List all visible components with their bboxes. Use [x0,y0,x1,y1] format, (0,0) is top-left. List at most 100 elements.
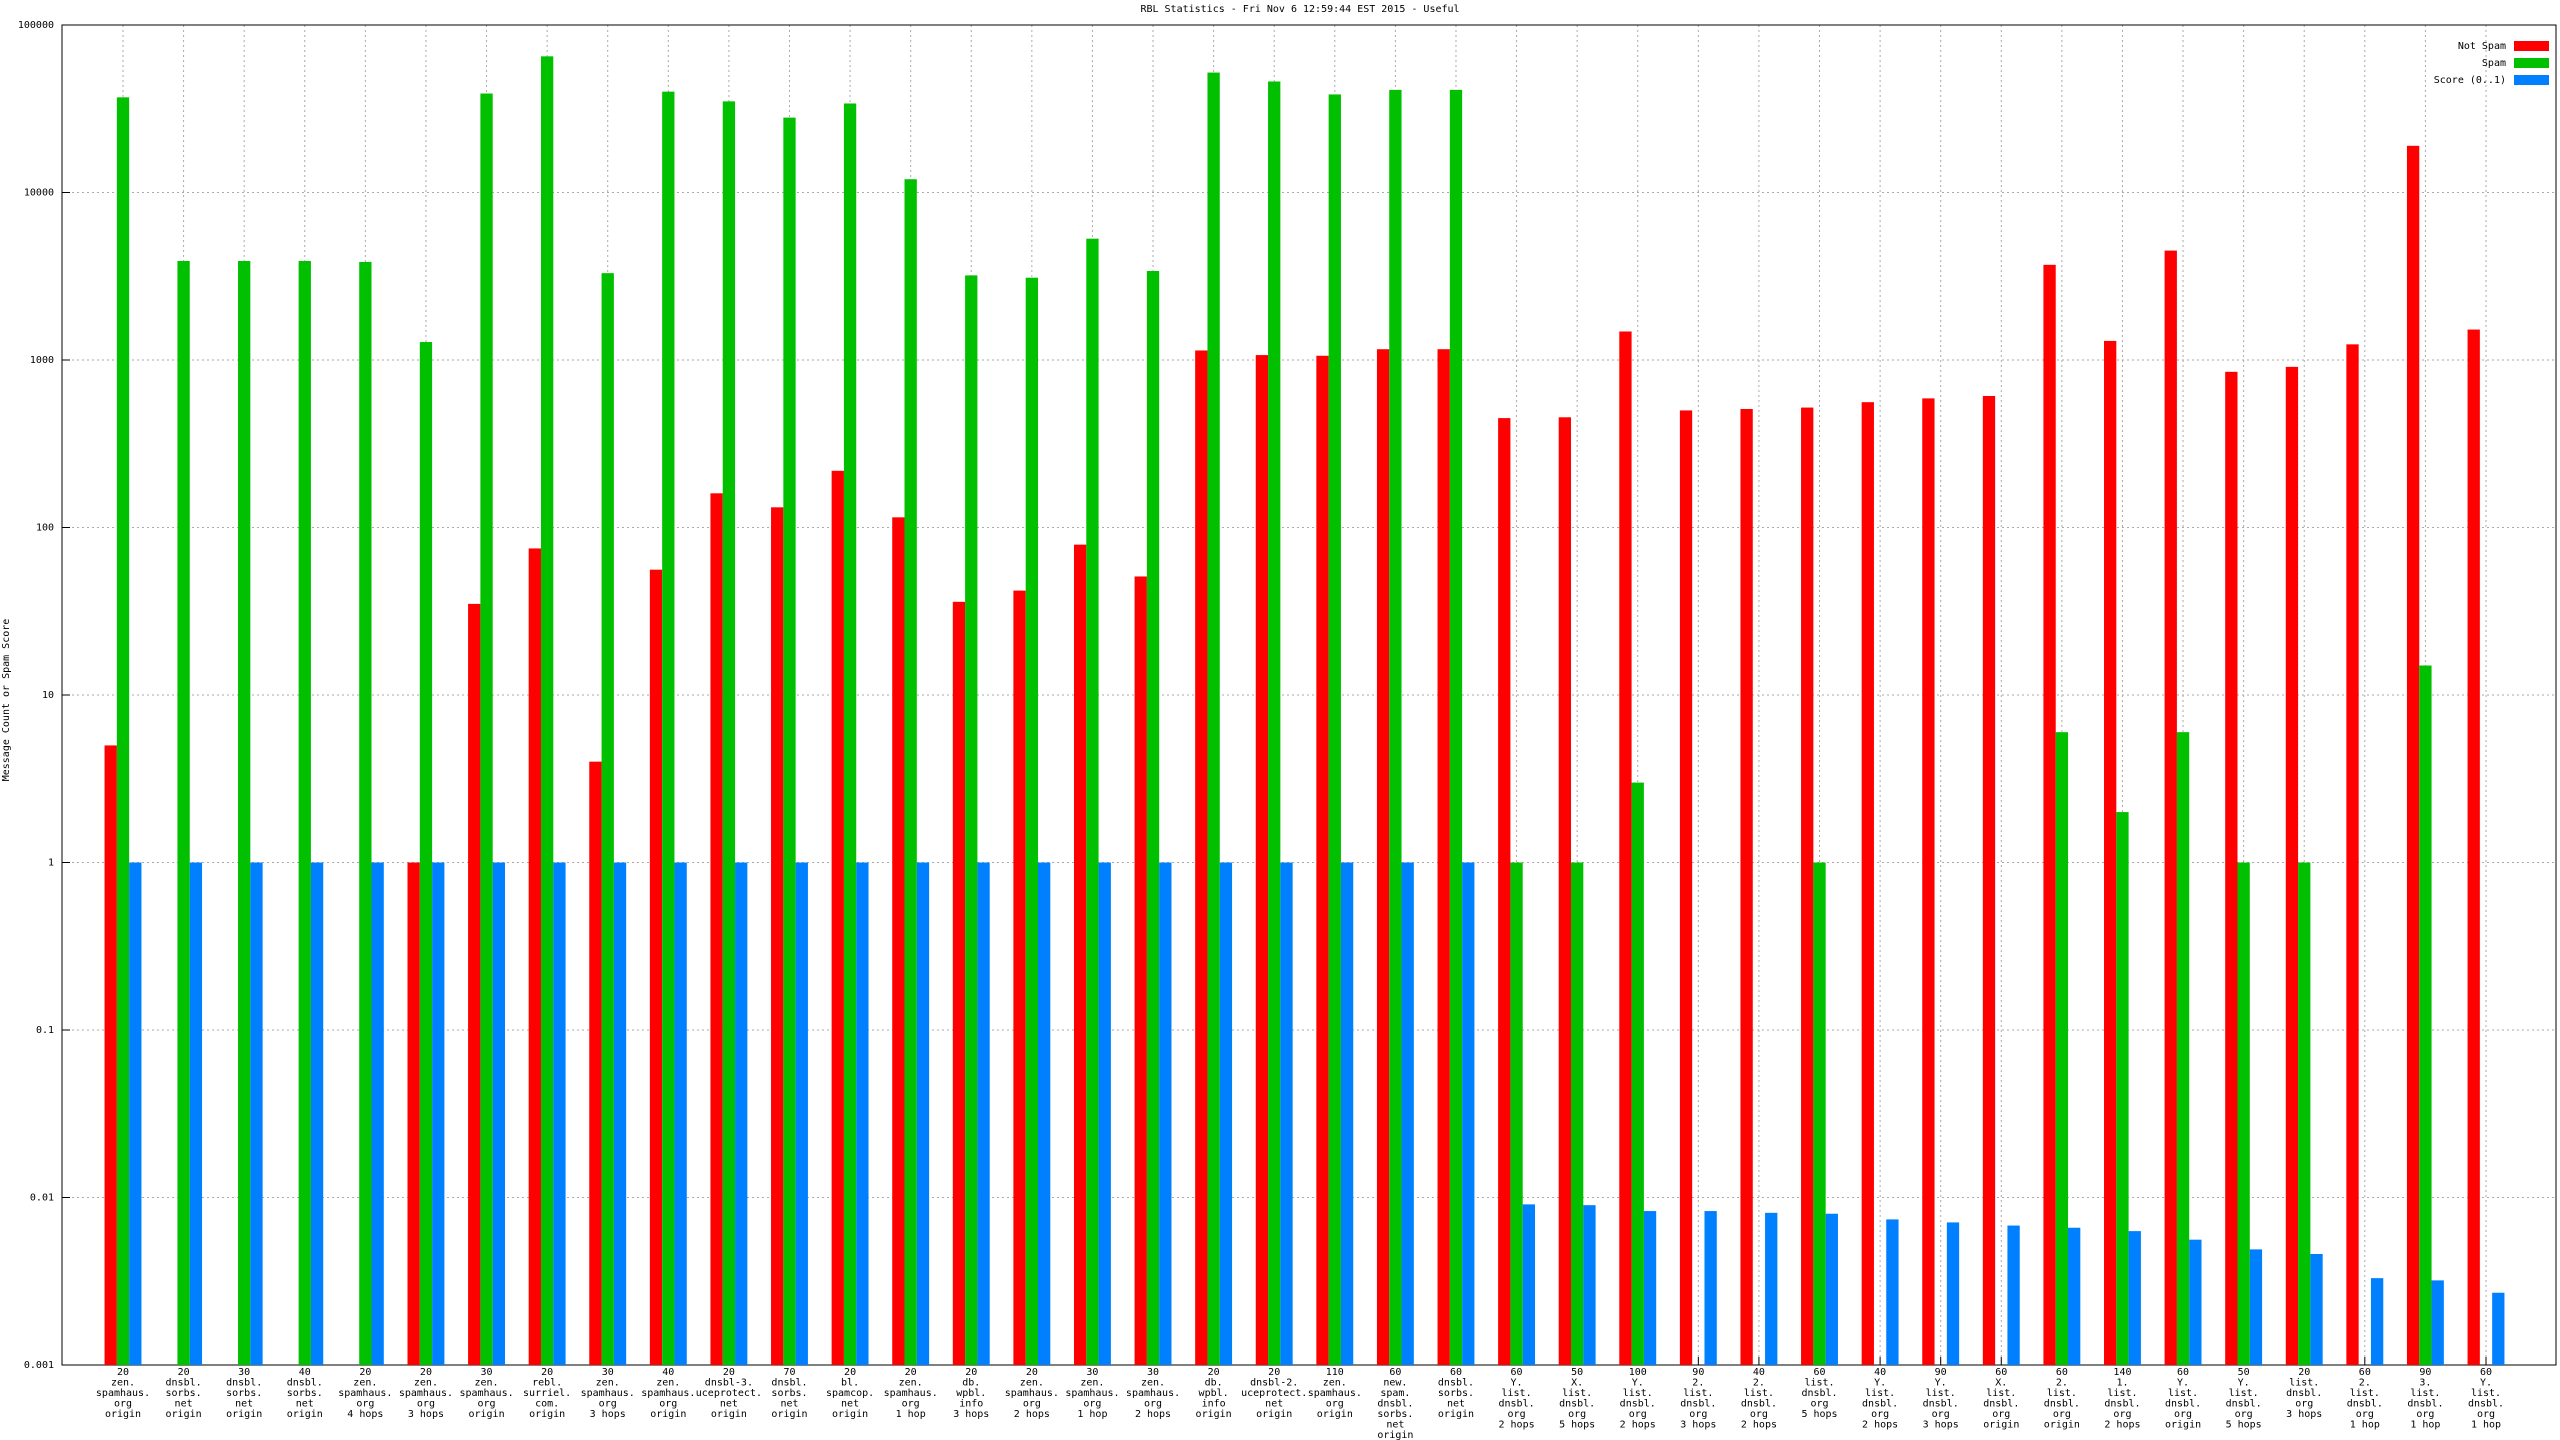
y-tick-label: 0.001 [24,1360,54,1371]
legend-label: Score (0..1) [2434,75,2506,86]
x-tick-label: 50 Y. list. dnsbl. org 5 hops [2226,1367,2262,1431]
x-tick-label: 20 zen. spamhaus. org 4 hops [338,1367,392,1420]
bar [1765,1212,1778,1365]
bar [1740,408,1753,1365]
y-tick-label: 1000 [30,355,54,366]
bar [2007,1225,2020,1365]
x-tick-label: 140 1. list. dnsbl. org 2 hops [2104,1367,2140,1431]
bar [1922,398,1935,1365]
x-tick-label: 60 2. list. dnsbl. org 1 hop [2347,1367,2383,1431]
bar [2310,1253,2323,1365]
bar [2406,145,2420,1365]
plot-frame [61,24,2557,1366]
bar [1255,355,1269,1365]
x-tick-label: 60 Y. list. dnsbl. org 2 hops [1499,1367,1535,1431]
chart-title: RBL Statistics - Fri Nov 6 12:59:44 EST … [1140,4,1459,15]
x-tick-label: 30 zen. spamhaus. org 3 hops [581,1367,635,1420]
bar [1825,1213,1838,1365]
legend-swatch [2514,75,2549,85]
bar [1704,1211,1717,1365]
x-tick-label: 30 zen. spamhaus. org 1 hop [1065,1367,1119,1420]
bar [540,56,554,1365]
x-tick-label: 110 zen. spamhaus. org origin [1308,1367,1362,1420]
bar [1619,331,1632,1365]
bar [1159,862,1172,1365]
x-tick-label: 40 dnsbl. sorbs. net origin [287,1367,323,1420]
x-tick-label: 20 zen. spamhaus. org 3 hops [399,1367,453,1420]
bar [2164,250,2177,1365]
bar [856,862,869,1365]
bar [2249,1249,2263,1365]
x-tick-label: 20 zen. spamhaus. org 2 hops [1005,1367,1059,1420]
bar [1328,94,1341,1366]
x-tick-label: 60 Y. list. dnsbl. org origin [2165,1367,2201,1431]
legend-label: Not Spam [2458,41,2506,52]
bar [795,862,808,1365]
bar [432,862,445,1365]
bar [892,517,905,1365]
x-tick-label: 90 2. list. dnsbl. org 3 hops [1680,1367,1716,1431]
bar [649,569,663,1365]
bar [843,103,857,1365]
bar [2068,1227,2081,1365]
x-tick-label: 90 Y. list. dnsbl. org 3 hops [1923,1367,1959,1431]
x-tick-label: 20 dnsbl-2. uceprotect. net origin [1241,1367,1307,1420]
bar [1207,72,1220,1365]
bar [783,117,796,1365]
bar [952,601,966,1365]
bar [116,97,130,1366]
bar [2492,1292,2505,1365]
bar [2128,1231,2141,1365]
bar [735,862,748,1365]
bar [1013,590,1026,1365]
bar [2043,264,2056,1366]
bar [1073,544,1087,1365]
x-tick-label: 40 zen. spamhaus. org origin [641,1367,695,1420]
bar [2346,344,2359,1365]
bar [2116,812,2129,1365]
bar [1401,862,1414,1365]
bar [1813,862,1826,1365]
x-tick-label: 20 rebl. surriel. com. origin [523,1367,571,1420]
bar [2467,329,2480,1365]
bar [1583,1205,1596,1365]
bar [298,260,311,1365]
bar [250,862,263,1365]
bar [1037,862,1051,1365]
bar [1571,862,1584,1365]
bar [1679,410,1693,1366]
bar [1437,349,1450,1366]
x-tick-label: 100 Y. list. dnsbl. org 2 hops [1620,1367,1656,1431]
bar [601,273,614,1365]
y-tick-label: 10 [42,690,54,701]
x-tick-label: 60 2. list. dnsbl. org origin [2044,1367,2080,1431]
bar [2225,371,2238,1365]
bar [1982,395,1996,1365]
bar [1146,270,1160,1365]
bar [528,548,541,1365]
y-tick-label: 100000 [18,20,54,31]
bar [1219,862,1233,1365]
bar [1522,1204,1536,1365]
bar [419,342,433,1365]
bar [2104,340,2117,1365]
bar [2176,732,2190,1365]
bar [965,275,978,1365]
bar [1510,862,1523,1365]
bar [1558,417,1572,1365]
x-tick-label: 20 db. wpbl. info 3 hops [953,1367,989,1420]
bar [831,470,844,1365]
bar [1498,418,1511,1365]
bar [1098,862,1111,1365]
bar [1643,1211,1657,1365]
x-tick-label: 60 X. list. dnsbl. org origin [1983,1367,2019,1431]
bar [662,91,675,1366]
bar [1195,350,1208,1365]
bar [1886,1219,1899,1365]
bar [1316,355,1329,1366]
x-tick-label: 60 dnsbl. sorbs. net origin [1438,1367,1474,1420]
bar [1631,782,1644,1365]
x-tick-label: 30 zen. spamhaus. org 2 hops [1126,1367,1180,1420]
bar [2189,1239,2202,1365]
bar [371,862,384,1365]
